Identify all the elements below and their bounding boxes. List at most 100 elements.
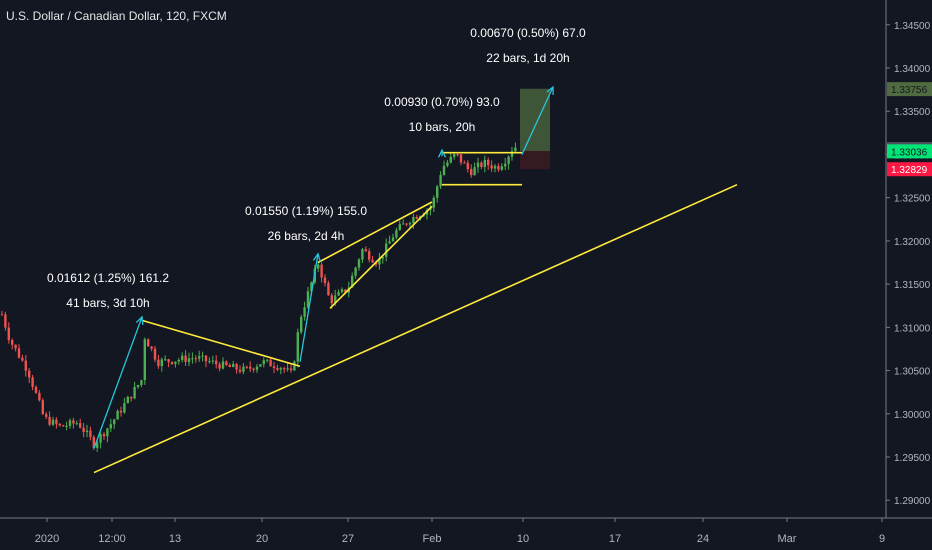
- candle-down: [184, 355, 187, 362]
- candle-down: [289, 368, 293, 371]
- candle-down: [368, 251, 371, 260]
- candle-down: [497, 165, 500, 170]
- candle-down: [82, 427, 85, 432]
- candle-up: [126, 396, 129, 404]
- candle-up: [432, 197, 435, 208]
- candle-down: [89, 430, 92, 438]
- candle-up: [361, 249, 364, 260]
- candle-up: [136, 385, 140, 387]
- candle-down: [238, 369, 242, 372]
- candle-down: [34, 386, 38, 393]
- candle-up: [143, 339, 146, 381]
- measure-target-box: [520, 88, 550, 151]
- candle-up: [412, 216, 415, 224]
- candle-up: [255, 366, 259, 370]
- candles-layer: [0, 142, 517, 453]
- projection-arrowhead: [546, 85, 554, 96]
- candle-up: [286, 368, 289, 370]
- candle-up: [442, 165, 446, 175]
- measurement-label-1: 0.01612 (1.25%) 161.2: [46, 271, 170, 285]
- candle-up: [133, 386, 136, 399]
- candle-down: [364, 249, 367, 252]
- main-ascending-trendline: [93, 183, 738, 474]
- candle-down: [320, 264, 323, 278]
- candle-up: [201, 355, 204, 357]
- candle-down: [170, 361, 174, 364]
- candle-down: [405, 223, 408, 225]
- price-tick-label: 1.29000: [894, 496, 931, 507]
- candle-up: [164, 359, 167, 361]
- candle-down: [62, 425, 65, 427]
- candle-down: [157, 359, 160, 367]
- price-tick-label: 1.31500: [894, 280, 931, 291]
- candle-up: [85, 430, 89, 432]
- candle-up: [259, 364, 262, 367]
- candle-down: [11, 340, 14, 345]
- measurement-label-2: 0.01550 (1.19%) 155.0: [244, 204, 368, 218]
- time-tick-label: 12:00: [98, 533, 126, 545]
- projection-arrowhead: [437, 148, 447, 158]
- candle-up: [436, 186, 439, 198]
- channel-upper-line: [317, 201, 433, 264]
- candle-up: [391, 237, 395, 242]
- time-tick-label: 27: [342, 533, 354, 545]
- candle-up: [279, 368, 282, 370]
- candle-up: [123, 403, 126, 413]
- measure-stop-box: [520, 150, 550, 170]
- measurement-bars-3: 10 bars, 20h: [408, 120, 476, 134]
- candle-down: [7, 327, 10, 341]
- drawings-layer: [93, 85, 738, 474]
- price-tick-label: 1.32000: [894, 237, 931, 248]
- candle-down: [194, 358, 197, 360]
- candle-up: [198, 356, 201, 359]
- candle-up: [211, 360, 214, 362]
- candle-up: [483, 159, 486, 168]
- candle-up: [187, 358, 191, 362]
- measurement-bars-1: 41 bars, 3d 10h: [66, 296, 150, 310]
- candle-up: [113, 419, 116, 425]
- candle-down: [153, 348, 157, 360]
- candle-up: [317, 264, 320, 269]
- candle-down: [269, 359, 272, 367]
- projection-arrowhead: [312, 252, 321, 262]
- candle-up: [262, 360, 265, 365]
- candle-down: [218, 364, 221, 369]
- candle-down: [48, 416, 51, 425]
- candle-up: [493, 165, 497, 169]
- candle-down: [102, 434, 106, 437]
- time-tick-label: Mar: [778, 533, 797, 545]
- time-tick-label: Feb: [423, 533, 442, 545]
- candle-up: [453, 154, 456, 157]
- candle-up: [340, 289, 344, 293]
- projection-arrow-2: [299, 253, 319, 363]
- candle-down: [470, 169, 473, 176]
- candle-down: [28, 370, 31, 378]
- candle-up: [398, 224, 401, 230]
- candle-up: [514, 147, 517, 152]
- candle-down: [245, 366, 248, 368]
- candle-down: [463, 162, 466, 164]
- price-tick-label: 1.30500: [894, 367, 931, 378]
- time-tick-label: 13: [169, 533, 181, 545]
- candle-up: [177, 359, 180, 362]
- candle-up: [75, 423, 78, 425]
- candle-up: [439, 174, 442, 187]
- candle-down: [167, 359, 170, 362]
- price-label-text: 1.33036: [891, 147, 928, 158]
- candle-down: [17, 348, 21, 358]
- candle-down: [330, 295, 333, 304]
- candle-down: [41, 400, 44, 415]
- price-label-text: 1.33756: [891, 85, 928, 96]
- candle-down: [215, 360, 218, 365]
- candle-down: [228, 365, 231, 368]
- candle-up: [68, 420, 72, 426]
- time-tick-label: 9: [879, 533, 885, 545]
- candle-up: [381, 256, 384, 259]
- projection-arrow-4: [521, 86, 554, 155]
- measurement-bars-4: 22 bars, 1d 20h: [486, 51, 570, 65]
- price-label-box: [887, 82, 932, 97]
- price-tick-label: 1.31000: [894, 323, 931, 334]
- candle-down: [480, 162, 483, 168]
